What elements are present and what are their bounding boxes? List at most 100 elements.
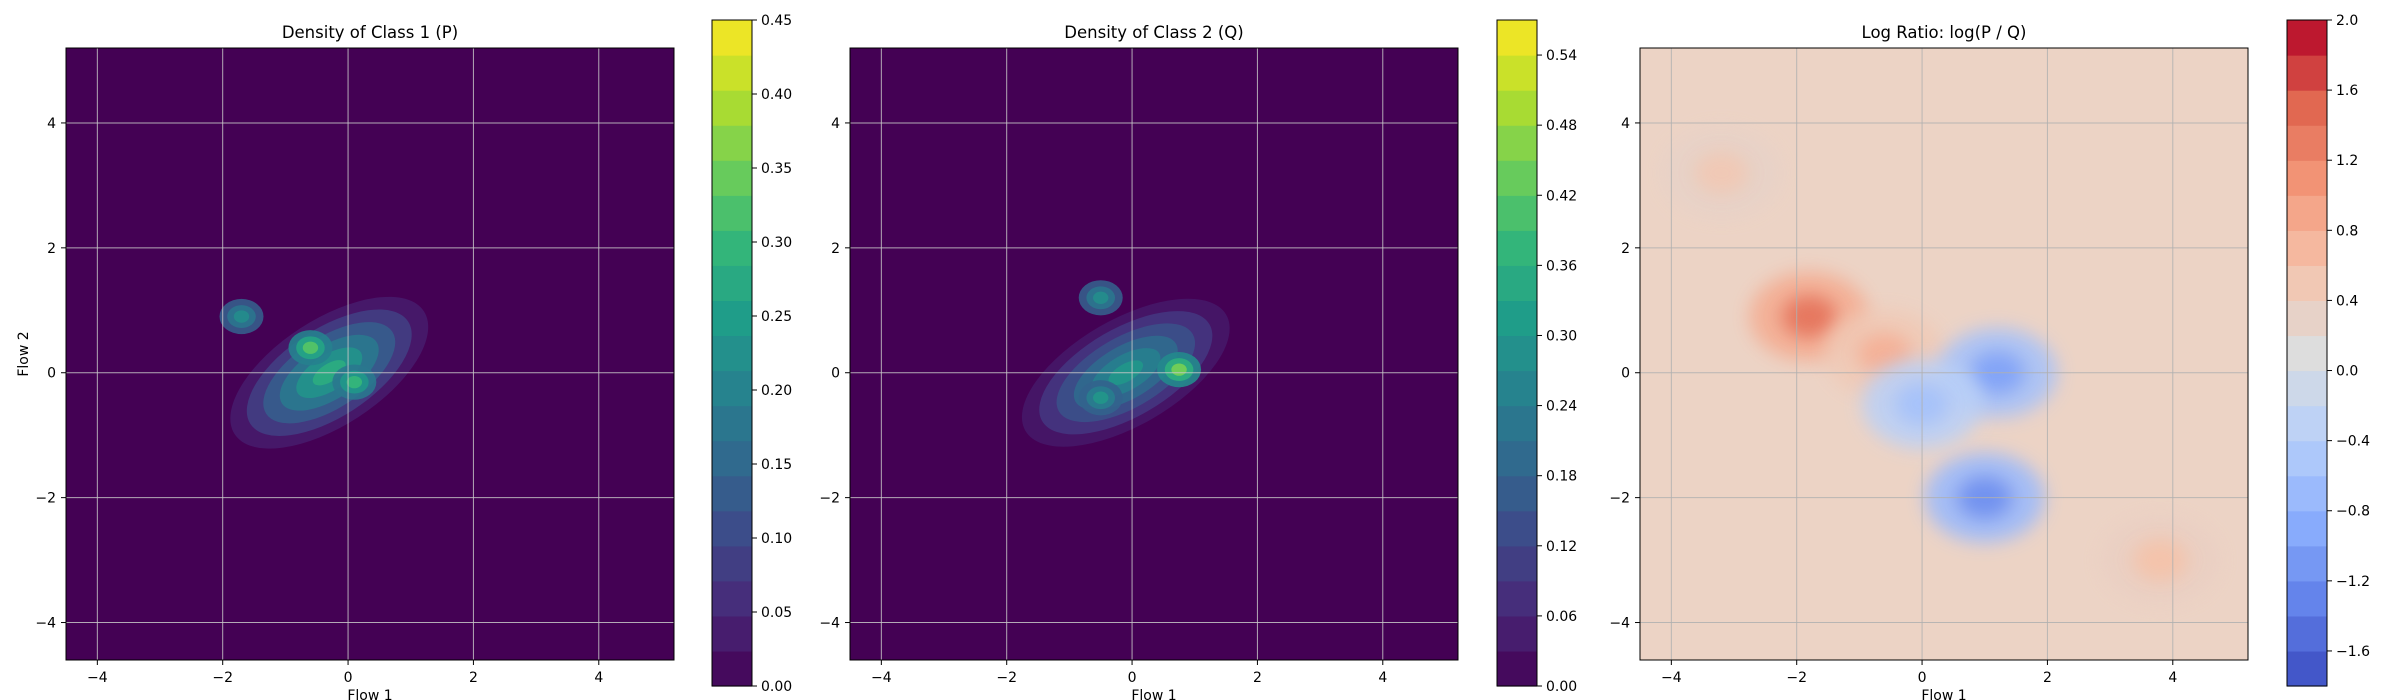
chart-title: Density of Class 2 (Q) <box>1064 23 1243 42</box>
colorbar-tick-label: 0.05 <box>761 605 792 621</box>
colorbar-level <box>1497 510 1537 547</box>
colorbar-level <box>2287 20 2327 56</box>
density-peak <box>1093 291 1109 304</box>
x-tick-label: 2 <box>1253 670 1262 686</box>
density-peak <box>1171 363 1187 376</box>
plot-frame <box>1639 47 2249 661</box>
colorbar-tick-label: 0.30 <box>761 235 792 251</box>
y-tick-label: 2 <box>831 241 840 257</box>
colorbar-level <box>2287 475 2327 512</box>
colorbar-level <box>1497 335 1537 372</box>
y-tick-label: −4 <box>1609 616 1630 632</box>
colorbar-level <box>712 300 752 337</box>
colorbar-tick-label: −1.6 <box>2336 644 2370 660</box>
y-axis-label: Flow 2 <box>16 331 32 376</box>
colorbar-level <box>1497 230 1537 266</box>
colorbar-level <box>1497 125 1537 161</box>
colorbar-frame <box>711 19 753 687</box>
colorbar-tick-label: 0.54 <box>1546 48 1577 64</box>
colorbar-level <box>2287 440 2327 477</box>
y-tick-label: −2 <box>35 491 56 507</box>
colorbar-tick-label: 0.42 <box>1546 188 1577 204</box>
chart-panel-class-1-density: −4 −2 0 2 4 −4 −2 0 2 4 Density of Class 1 (P) Flow… <box>16 13 792 700</box>
ratio-region-core <box>1782 295 1837 338</box>
colorbar-level <box>712 615 752 652</box>
colorbar-level <box>1497 615 1537 652</box>
colorbar-tick-label: 0.12 <box>1546 539 1577 555</box>
colorbar-tick-label: 0.4 <box>2336 293 2358 309</box>
colorbar-level <box>712 55 752 91</box>
x-axis-label: Flow 1 <box>1921 688 1966 700</box>
colorbar-tick-label: 0.35 <box>761 161 792 177</box>
x-tick-label: −2 <box>1786 670 1807 686</box>
y-tick-label: −4 <box>819 616 840 632</box>
y-tick-label: −2 <box>1609 491 1630 507</box>
colorbar-level <box>2287 55 2327 91</box>
colorbar-level <box>1497 55 1537 91</box>
colorbar-tick-label: 2.0 <box>2336 13 2358 29</box>
x-tick-label: 4 <box>2168 670 2177 686</box>
colorbar-level <box>712 335 752 372</box>
colorbar-tick-label: 0.15 <box>761 457 792 473</box>
x-tick-label: 0 <box>1918 670 1927 686</box>
ratio-region-core <box>2133 539 2188 582</box>
x-axis-label: Flow 1 <box>1131 688 1176 700</box>
colorbar-level <box>1497 580 1537 617</box>
colorbar-level <box>1497 545 1537 582</box>
density-peak <box>233 310 250 323</box>
colorbar-tick-label: −1.2 <box>2336 574 2370 590</box>
colorbar-level <box>712 580 752 617</box>
colorbar-level <box>2287 405 2327 442</box>
colorbar-level <box>2287 90 2327 126</box>
colorbar-tick-label: 0.25 <box>761 309 792 325</box>
y-tick-label: 0 <box>831 366 840 382</box>
colorbar-level <box>1497 300 1537 337</box>
chart-panel-log-ratio: −4 −2 0 2 4 −4 −2 0 2 4 Log Ratio: log(P / Q) Flow … <box>1609 13 2370 700</box>
plot-frame <box>65 47 675 661</box>
y-tick-label: 0 <box>47 366 56 382</box>
density-peak <box>346 375 363 389</box>
colorbar: −1.6 −1.2 −0.8 −0.4 0.0 0.4 0.8 1.2 1.6 2.0 <box>2286 13 2370 687</box>
colorbar-tick-label: 0.36 <box>1546 258 1577 274</box>
colorbar-level <box>2287 370 2327 407</box>
colorbar-level <box>1497 195 1537 231</box>
colorbar-tick-label: 0.48 <box>1546 118 1577 134</box>
y-tick-label: −4 <box>35 616 56 632</box>
colorbar-frame <box>2286 19 2328 687</box>
colorbar-level <box>712 545 752 582</box>
colorbar-tick-label: −0.4 <box>2336 434 2370 450</box>
colorbar-level <box>1497 370 1537 407</box>
colorbar-level <box>712 440 752 477</box>
colorbar-tick-label: 0.0 <box>2336 364 2358 380</box>
y-tick-label: 4 <box>47 116 56 132</box>
colorbar-level <box>1497 440 1537 477</box>
y-tick-label: −2 <box>819 491 840 507</box>
x-tick-label: 0 <box>1128 670 1137 686</box>
colorbar-level <box>712 90 752 126</box>
x-tick-label: −4 <box>1661 670 1682 686</box>
x-axis-label: Flow 1 <box>347 688 392 700</box>
colorbar-tick-label: 0.00 <box>761 679 792 695</box>
colorbar-tick-label: 0.30 <box>1546 328 1577 344</box>
colorbar-level <box>712 265 752 302</box>
colorbar-level <box>1497 160 1537 196</box>
colorbar-tick-label: 0.00 <box>1546 679 1577 695</box>
colorbar-level <box>712 125 752 161</box>
x-tick-label: −2 <box>996 670 1017 686</box>
x-tick-label: 4 <box>1378 670 1387 686</box>
density-peak <box>1093 391 1109 404</box>
colorbar-level <box>1497 405 1537 442</box>
colorbar-level <box>712 230 752 266</box>
colorbar-level <box>2287 265 2327 302</box>
colorbar-level <box>2287 335 2327 372</box>
colorbar-level <box>2287 580 2327 617</box>
colorbar-level <box>1497 475 1537 512</box>
x-tick-label: 4 <box>594 670 603 686</box>
y-tick-label: 4 <box>1621 116 1630 132</box>
density-peak <box>302 341 319 354</box>
x-tick-label: 0 <box>344 670 353 686</box>
colorbar-tick-label: 1.2 <box>2336 153 2358 169</box>
plot-frame <box>849 47 1459 661</box>
x-tick-label: −4 <box>871 670 892 686</box>
